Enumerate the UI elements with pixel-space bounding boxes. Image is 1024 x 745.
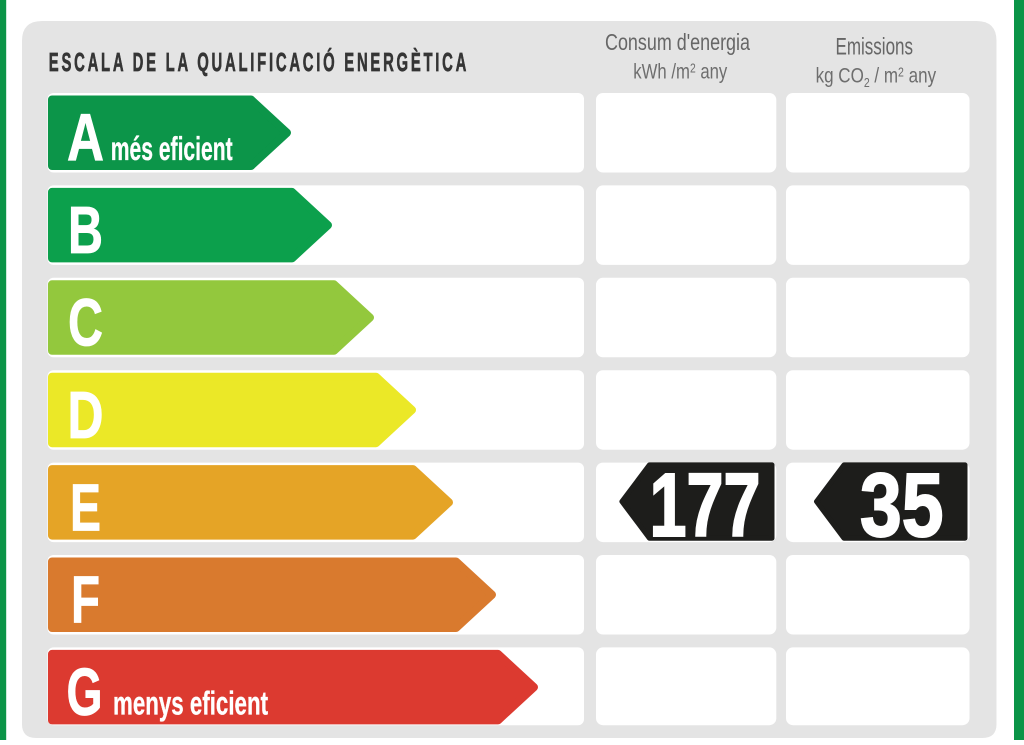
svg-text:D: D (68, 378, 104, 453)
svg-text:kWh /m2 any: kWh /m2 any (633, 60, 727, 83)
svg-text:177: 177 (650, 456, 761, 556)
svg-text:kg CO2 / m2 any: kg CO2 / m2 any (816, 64, 937, 89)
svg-text:Emissions: Emissions (836, 33, 914, 60)
svg-text:G: G (67, 655, 103, 730)
svg-text:menys eficient: menys eficient (113, 684, 268, 721)
svg-text:més eficient: més eficient (111, 130, 233, 167)
svg-text:C: C (68, 286, 103, 361)
svg-text:35: 35 (860, 456, 944, 556)
svg-text:E: E (70, 470, 101, 545)
svg-text:ESCALA DE LA QUALIFICACIÓ ENER: ESCALA DE LA QUALIFICACIÓ ENERGÈTICA (49, 48, 469, 77)
svg-text:F: F (71, 563, 100, 638)
svg-text:Consum d'energia: Consum d'energia (605, 29, 750, 55)
svg-text:A: A (67, 101, 104, 176)
svg-text:B: B (68, 193, 103, 268)
